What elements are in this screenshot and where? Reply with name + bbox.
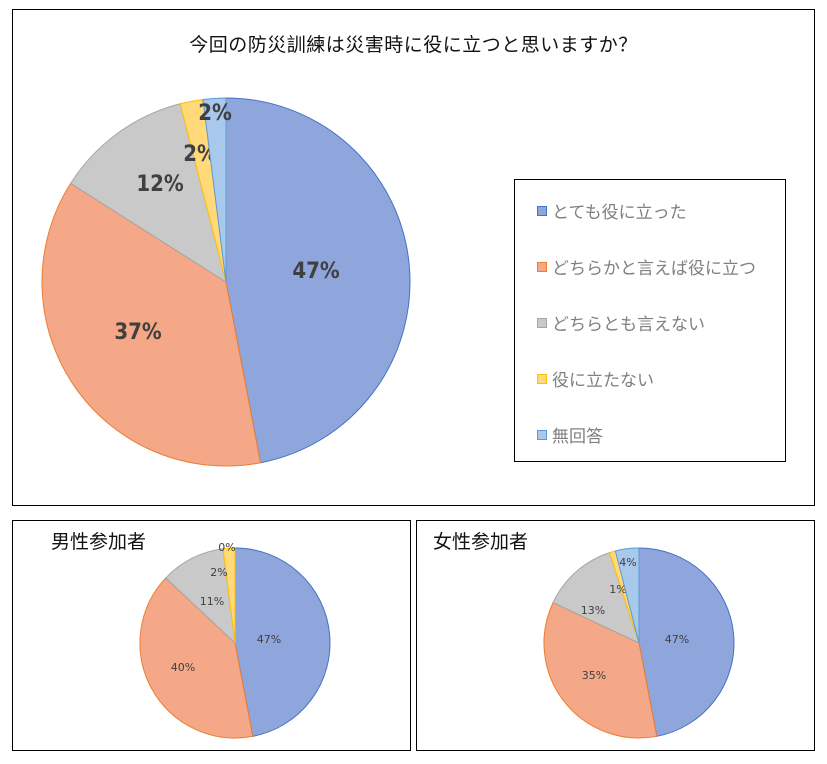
slice-data-label: 1% — [609, 583, 626, 596]
pie-slice — [165, 548, 236, 645]
slice-data-label: 40% — [171, 661, 195, 674]
main-legend: とても役に立った どちらかと言えば役に立つ どちらとも言えない 役に立たない 無… — [514, 179, 786, 462]
pie-slice — [202, 97, 227, 283]
male-chart-title: 男性参加者 — [51, 531, 147, 553]
pie-slice — [139, 577, 254, 739]
slice-data-label: 11% — [200, 595, 224, 608]
legend-item-not-useful: 役に立たない — [537, 366, 654, 391]
legend-swatch-icon — [537, 429, 547, 440]
male-chart-frame: 男性参加者 47% 40% 11% 2% 0% — [12, 520, 411, 751]
female-chart-title: 女性参加者 — [433, 531, 529, 553]
pie-slice — [552, 552, 640, 644]
legend-label: どちらかと言えば役に立つ — [552, 259, 756, 279]
legend-swatch-icon — [537, 317, 547, 328]
pie-slice — [69, 103, 227, 284]
main-chart-frame: 今回の防災訓練は災害時に役に立つと思いますか？ 47% 37% 12% 2% 2% とて… — [12, 9, 815, 506]
pie-slice — [638, 547, 735, 737]
pie-slice — [614, 547, 640, 644]
male-pie-chart: 47% 40% 11% 2% 0% — [139, 541, 331, 739]
legend-swatch-icon — [537, 373, 547, 384]
pie-slice — [222, 547, 236, 644]
legend-item-very-useful: とても役に立った — [537, 198, 687, 223]
legend-label: とても役に立った — [552, 203, 687, 223]
slice-data-label: 35% — [582, 669, 606, 682]
pie-slice — [41, 182, 262, 467]
slice-data-label: 47% — [665, 633, 689, 646]
legend-swatch-icon — [537, 261, 547, 272]
legend-label: どちらとも言えない — [552, 315, 705, 335]
main-chart-title: 今回の防災訓練は災害時に役に立つと思いますか？ — [189, 34, 638, 56]
legend-item-no-answer: 無回答 — [537, 422, 603, 447]
legend-swatch-icon — [537, 205, 547, 216]
slice-data-label: 2% — [198, 101, 232, 126]
slice-data-label: 12% — [136, 172, 184, 197]
legend-item-neutral: どちらとも言えない — [537, 310, 705, 335]
slice-data-label: 13% — [581, 604, 605, 617]
slice-data-label: 47% — [292, 259, 340, 284]
pie-slice — [234, 547, 331, 737]
slice-data-label: 0% — [218, 541, 235, 554]
legend-item-somewhat-useful: どちらかと言えば役に立つ — [537, 254, 756, 279]
slice-data-label: 37% — [114, 320, 162, 345]
slice-data-label: 47% — [257, 633, 281, 646]
slice-data-label: 2% — [210, 566, 227, 579]
pie-slice — [225, 97, 411, 464]
main-pie-chart: 47%37%12%2%2% — [41, 97, 411, 467]
legend-label: 役に立たない — [552, 371, 654, 391]
legend-label: 無回答 — [552, 427, 603, 447]
pie-slice — [543, 601, 658, 739]
slice-data-label: 4% — [619, 556, 636, 569]
female-pie-chart: 47% 35% 13% 1% 4% — [543, 547, 735, 739]
female-chart-frame: 女性参加者 47% 35% 13% 1% 4% — [416, 520, 815, 751]
